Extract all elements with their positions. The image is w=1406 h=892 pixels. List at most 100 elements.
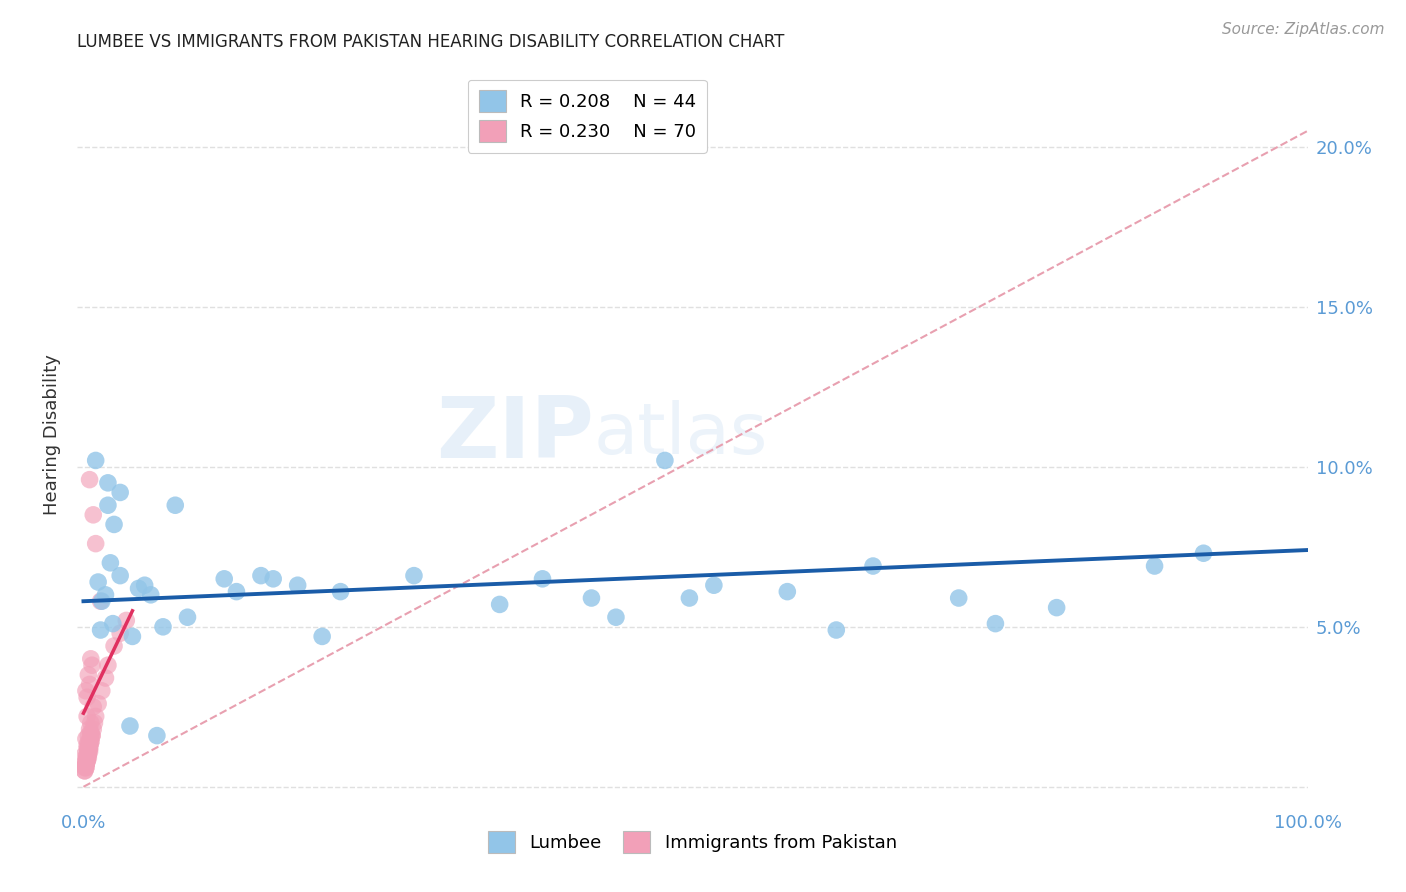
Point: [73, 761, 96, 775]
Point: [79, 738, 101, 752]
Point: [79, 677, 101, 691]
Text: ZIP: ZIP: [436, 393, 595, 476]
Point: [84, 536, 107, 550]
Point: [90, 683, 112, 698]
Point: [75, 761, 97, 775]
Point: [97, 475, 120, 490]
Point: [73, 764, 96, 778]
Point: [75, 761, 97, 775]
Point: [1143, 559, 1166, 574]
Point: [77, 745, 100, 759]
Point: [146, 729, 169, 743]
Point: [108, 568, 131, 582]
Point: [77, 668, 100, 682]
Point: [75, 757, 97, 772]
Point: [176, 610, 198, 624]
Text: LUMBEE VS IMMIGRANTS FROM PAKISTAN HEARING DISABILITY CORRELATION CHART: LUMBEE VS IMMIGRANTS FROM PAKISTAN HEARI…: [77, 34, 785, 52]
Point: [75, 757, 97, 772]
Point: [76, 754, 98, 768]
Point: [80, 729, 103, 743]
Point: [76, 751, 98, 765]
Text: Source: ZipAtlas.com: Source: ZipAtlas.com: [1222, 22, 1385, 37]
Point: [79, 738, 101, 752]
Point: [118, 719, 141, 733]
Point: [80, 715, 103, 730]
Point: [311, 629, 333, 643]
Point: [80, 735, 103, 749]
Point: [1046, 600, 1069, 615]
Point: [80, 729, 103, 743]
Point: [101, 616, 124, 631]
Point: [103, 639, 125, 653]
Point: [79, 745, 101, 759]
Point: [77, 747, 100, 762]
Point: [531, 572, 554, 586]
Point: [77, 741, 100, 756]
Y-axis label: Hearing Disability: Hearing Disability: [44, 354, 62, 516]
Point: [948, 591, 970, 605]
Point: [862, 559, 884, 574]
Point: [77, 729, 100, 743]
Point: [77, 747, 100, 762]
Point: [77, 735, 100, 749]
Point: [80, 735, 103, 749]
Point: [703, 578, 725, 592]
Point: [87, 574, 110, 589]
Point: [79, 738, 101, 752]
Point: [488, 598, 510, 612]
Point: [76, 754, 98, 768]
Point: [80, 725, 103, 739]
Point: [90, 594, 112, 608]
Point: [80, 658, 103, 673]
Point: [108, 485, 131, 500]
Point: [83, 715, 105, 730]
Point: [73, 747, 96, 762]
Point: [82, 699, 104, 714]
Point: [77, 745, 100, 759]
Point: [94, 588, 117, 602]
Point: [76, 738, 98, 752]
Point: [77, 751, 100, 765]
Point: [97, 658, 120, 673]
Point: [75, 683, 97, 698]
Point: [75, 754, 97, 768]
Point: [75, 731, 97, 746]
Point: [984, 616, 1007, 631]
Point: [84, 453, 107, 467]
Point: [329, 584, 352, 599]
Point: [76, 709, 98, 723]
Point: [103, 517, 125, 532]
Point: [73, 764, 96, 778]
Point: [605, 610, 627, 624]
Point: [94, 671, 117, 685]
Point: [80, 731, 103, 746]
Point: [75, 754, 97, 768]
Point: [82, 508, 104, 522]
Point: [75, 757, 97, 772]
Point: [115, 614, 138, 628]
Point: [76, 690, 98, 705]
Point: [77, 745, 100, 759]
Point: [79, 741, 101, 756]
Point: [76, 741, 98, 756]
Point: [121, 629, 143, 643]
Point: [79, 723, 101, 737]
Point: [287, 578, 309, 592]
Legend: Lumbee, Immigrants from Pakistan: Lumbee, Immigrants from Pakistan: [481, 823, 904, 860]
Point: [776, 584, 799, 599]
Point: [165, 498, 187, 512]
Point: [134, 578, 156, 592]
Point: [76, 747, 98, 762]
Point: [678, 591, 700, 605]
Point: [108, 626, 131, 640]
Point: [128, 582, 150, 596]
Point: [654, 453, 676, 467]
Point: [79, 741, 101, 756]
Point: [76, 747, 98, 762]
Point: [90, 594, 112, 608]
Point: [87, 697, 110, 711]
Point: [225, 584, 247, 599]
Point: [80, 652, 103, 666]
Point: [1192, 546, 1215, 560]
Point: [825, 623, 848, 637]
